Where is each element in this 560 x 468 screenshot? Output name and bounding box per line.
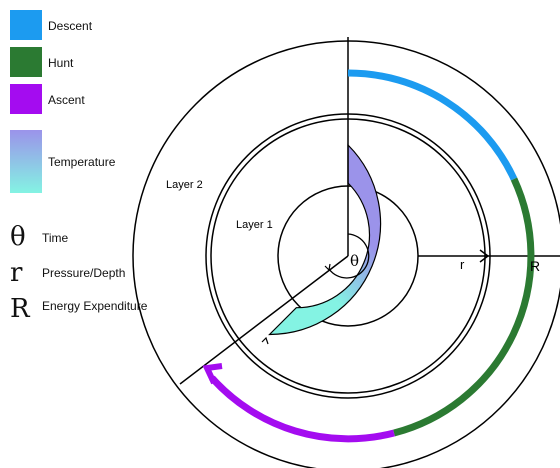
theta-arc bbox=[328, 233, 370, 279]
layer1-marker bbox=[261, 336, 269, 345]
ascent-label: Ascent bbox=[48, 93, 85, 107]
theta-label: θ bbox=[350, 252, 359, 270]
ascent-arrowhead bbox=[202, 363, 223, 385]
temperature-gradient-swatch bbox=[10, 130, 42, 193]
descent-swatch bbox=[10, 10, 42, 40]
pressure-depth-label: Pressure/Depth bbox=[42, 266, 126, 280]
hunt-swatch bbox=[10, 47, 42, 77]
temperature-band bbox=[268, 143, 382, 336]
time-label: Time bbox=[42, 231, 69, 245]
layer2-label: Layer 2 bbox=[166, 179, 203, 191]
legend: Descent Hunt Ascent Temperature θ Time r… bbox=[0, 0, 150, 340]
hunt-arc bbox=[393, 177, 535, 437]
theta-symbol: θ bbox=[10, 222, 26, 252]
layer2-outer-circle bbox=[132, 40, 560, 468]
layer1-label: Layer 1 bbox=[236, 219, 273, 231]
ascent-swatch bbox=[10, 84, 42, 114]
descent-label: Descent bbox=[48, 19, 93, 33]
ascent-arc bbox=[209, 375, 395, 443]
time-end-axis bbox=[179, 255, 349, 385]
R-label: R bbox=[530, 258, 540, 274]
R-symbol: R bbox=[10, 294, 30, 324]
theta-arrowhead bbox=[324, 263, 331, 272]
r-symbol: r bbox=[10, 258, 23, 288]
r-label: r bbox=[460, 257, 465, 272]
hunt-label: Hunt bbox=[48, 56, 74, 70]
temperature-label: Temperature bbox=[48, 155, 116, 169]
descent-arc bbox=[347, 69, 518, 181]
energy-expenditure-label: Energy Expenditure bbox=[42, 299, 148, 313]
